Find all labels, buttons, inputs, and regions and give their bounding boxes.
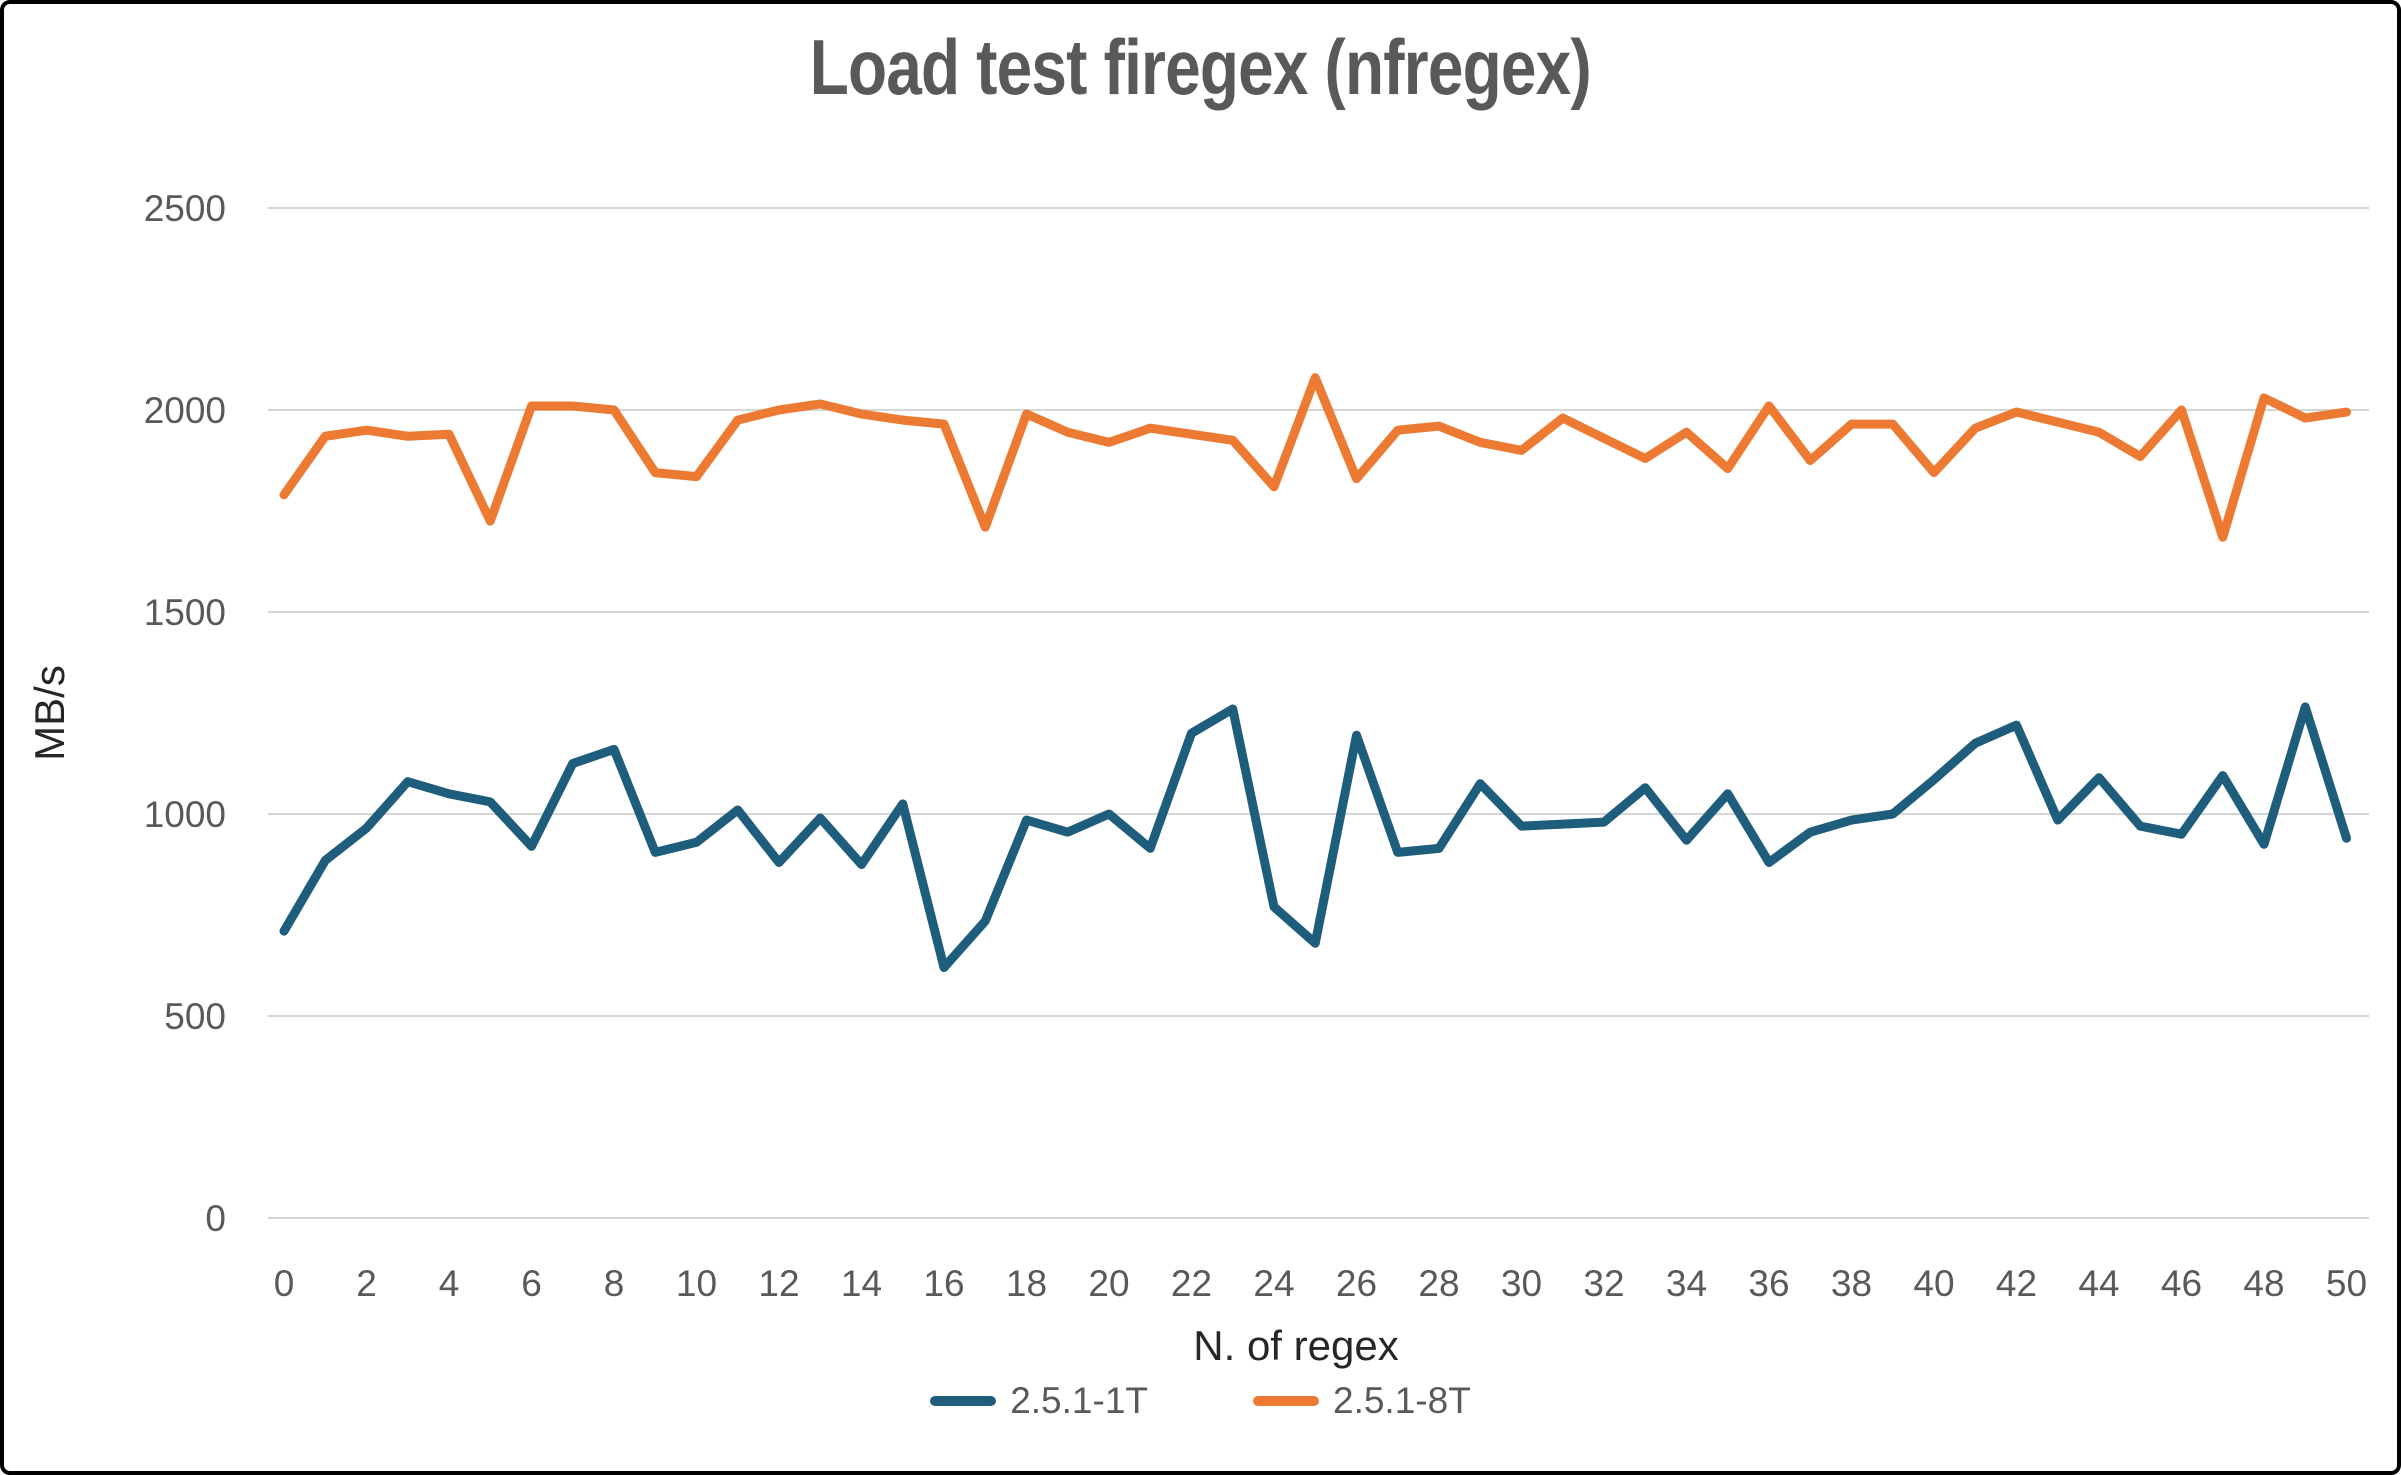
legend-swatch-8t <box>1253 1396 1319 1406</box>
x-tick-label: 34 <box>1666 1263 1707 1304</box>
x-axis-tick-labels: 0 2 4 6 8 10 12 14 16 18 20 22 24 26 28 30 32 34 36 38 40 42 4… <box>274 1263 2367 1304</box>
y-axis-tick-labels: 0 500 1000 1500 2000 2500 <box>144 188 226 1239</box>
series-line-2.5.1-8T <box>279 373 2351 542</box>
x-axis-title: N. of regex <box>1193 1322 1398 1369</box>
x-tick-label: 50 <box>2326 1263 2367 1304</box>
x-tick-label: 28 <box>1418 1263 1459 1304</box>
legend: 2.5.1-1T 2.5.1-8T <box>4 1380 2397 1422</box>
x-tick-label: 6 <box>521 1263 542 1304</box>
y-tick-label: 0 <box>205 1198 226 1239</box>
x-tick-label: 24 <box>1253 1263 1294 1304</box>
x-tick-label: 38 <box>1831 1263 1872 1304</box>
x-tick-label: 32 <box>1583 1263 1624 1304</box>
x-tick-label: 2 <box>356 1263 377 1304</box>
chart-title: Load test firegex (nfregex) <box>4 22 2397 113</box>
x-tick-label: 10 <box>676 1263 717 1304</box>
y-tick-label: 500 <box>164 996 226 1037</box>
x-tick-label: 42 <box>1996 1263 2037 1304</box>
x-tick-label: 22 <box>1171 1263 1212 1304</box>
x-tick-label: 8 <box>604 1263 625 1304</box>
y-axis-title: MB/s <box>26 665 73 761</box>
legend-item-8t: 2.5.1-8T <box>1253 1380 1471 1422</box>
x-tick-label: 20 <box>1088 1263 1129 1304</box>
x-tick-label: 4 <box>439 1263 460 1304</box>
x-tick-label: 40 <box>1913 1263 1954 1304</box>
data-series-lines <box>279 373 2351 973</box>
x-tick-label: 12 <box>758 1263 799 1304</box>
x-tick-label: 0 <box>274 1263 295 1304</box>
y-tick-label: 2000 <box>144 390 226 431</box>
x-tick-label: 44 <box>2078 1263 2119 1304</box>
y-tick-label: 1500 <box>144 592 226 633</box>
x-tick-label: 48 <box>2243 1263 2284 1304</box>
x-tick-label: 16 <box>923 1263 964 1304</box>
x-tick-label: 46 <box>2161 1263 2202 1304</box>
gridlines <box>268 207 2369 1219</box>
series-line-2.5.1-1T <box>279 702 2351 973</box>
x-tick-label: 36 <box>1748 1263 1789 1304</box>
legend-item-1t: 2.5.1-1T <box>930 1380 1148 1422</box>
legend-label-1t: 2.5.1-1T <box>1010 1380 1148 1421</box>
legend-label-8t: 2.5.1-8T <box>1333 1380 1471 1421</box>
y-tick-label: 2500 <box>144 188 226 229</box>
x-tick-label: 18 <box>1006 1263 1047 1304</box>
chart-title-text: Load test firegex (nfregex) <box>809 23 1592 111</box>
x-tick-label: 14 <box>841 1263 882 1304</box>
y-tick-label: 1000 <box>144 794 226 835</box>
legend-swatch-1t <box>930 1396 997 1406</box>
x-tick-label: 30 <box>1501 1263 1542 1304</box>
x-tick-label: 26 <box>1336 1263 1377 1304</box>
